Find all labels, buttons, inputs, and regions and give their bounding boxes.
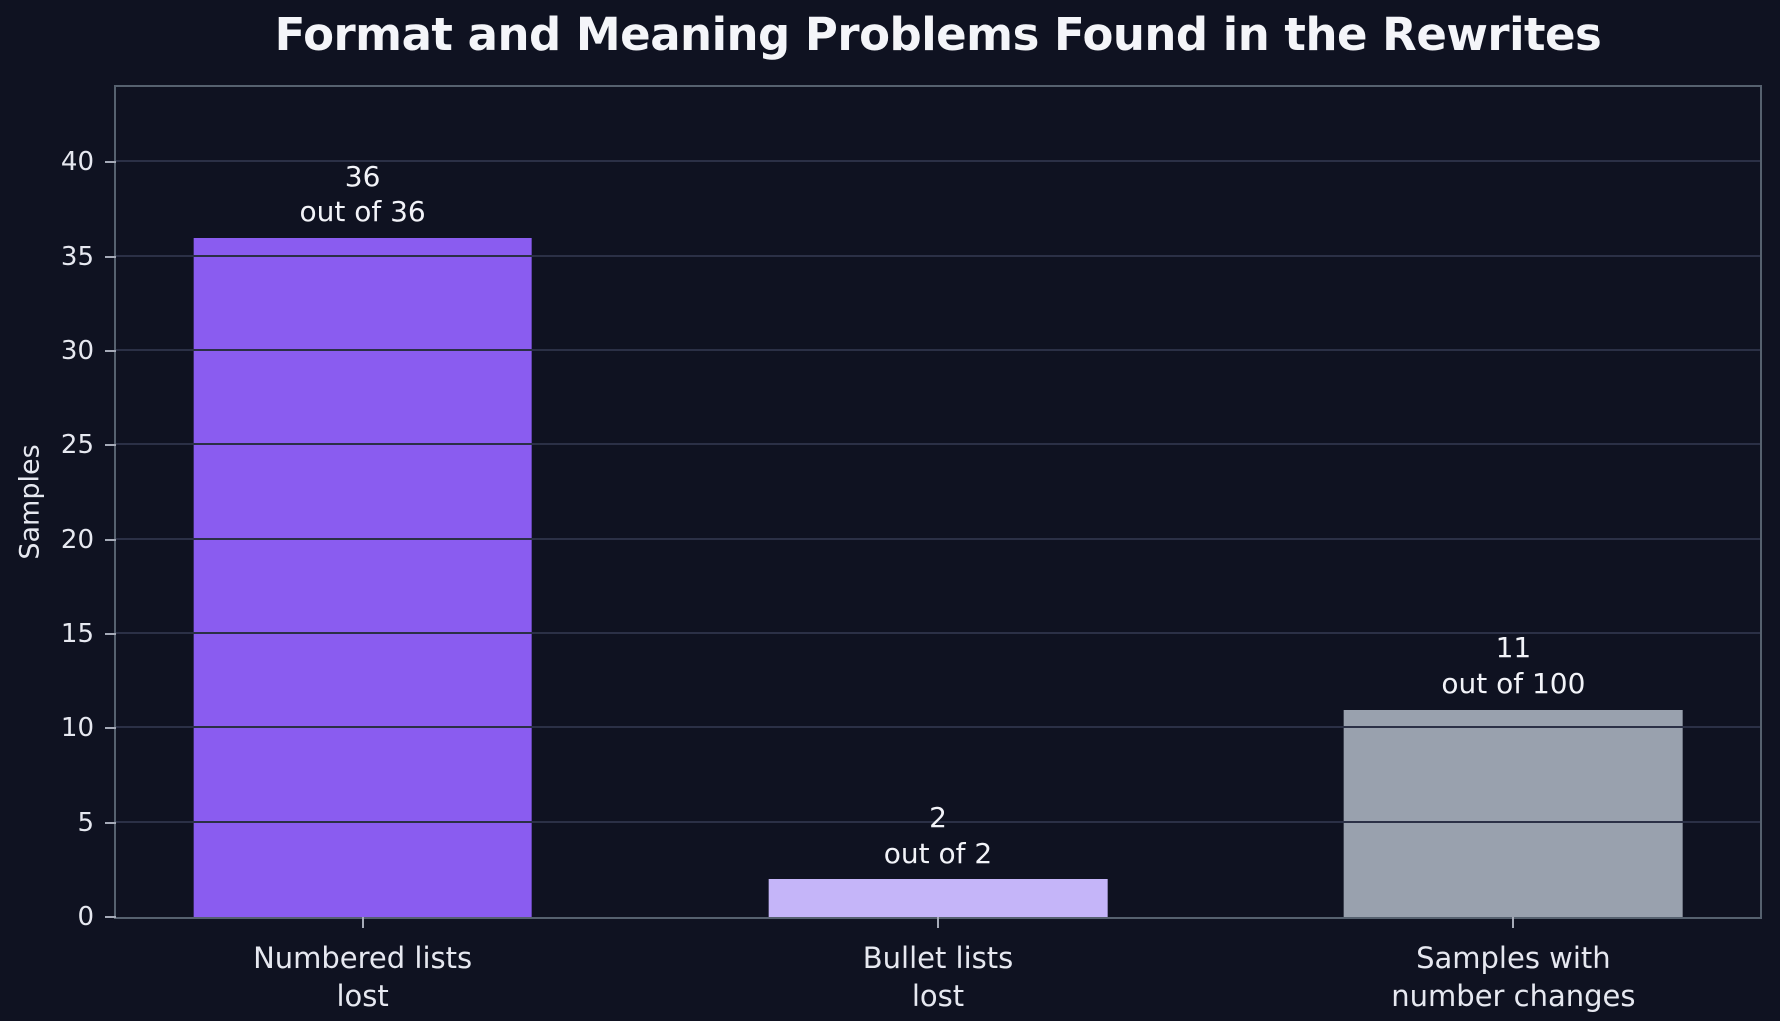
x-tick-label-3-line-1: Samples with bbox=[1416, 941, 1611, 975]
x-tick-label-2-line-2: lost bbox=[911, 979, 965, 1014]
bar-2 bbox=[768, 879, 1108, 917]
y-tick-label-40: 40 bbox=[60, 147, 94, 178]
x-tick-label-2-line-1: Bullet lists bbox=[862, 941, 1014, 975]
y-tick-mark-15 bbox=[105, 633, 116, 636]
x-tick-mark-3 bbox=[1512, 917, 1515, 928]
x-tick-mark-2 bbox=[937, 917, 939, 928]
gridline-y-10 bbox=[116, 726, 1760, 729]
bar-3 bbox=[1344, 709, 1683, 917]
y-tick-label-15: 15 bbox=[60, 619, 94, 650]
bar-3-value-label-line-2: out of 100 bbox=[1441, 666, 1586, 700]
y-tick-mark-0 bbox=[105, 916, 116, 918]
y-tick-label-35: 35 bbox=[60, 241, 94, 272]
y-tick-mark-20 bbox=[105, 538, 116, 541]
y-tick-label-0: 0 bbox=[77, 902, 94, 932]
bar-2-value-label-line-2: out of 2 bbox=[883, 836, 993, 870]
gridline-y-25 bbox=[116, 443, 1760, 446]
x-tick-label-3: Samples with number changes bbox=[1391, 939, 1635, 1016]
bar-2-value-label-line-1: 2 bbox=[929, 801, 947, 835]
y-tick-mark-10 bbox=[105, 727, 116, 730]
x-tick-label-3-line-2: number changes bbox=[1391, 979, 1636, 1014]
gridline-y-5 bbox=[116, 820, 1760, 823]
y-axis-title: Samples bbox=[14, 444, 46, 560]
gridline-y-20 bbox=[116, 537, 1760, 540]
bar-1 bbox=[193, 237, 532, 917]
gridline-y-35 bbox=[116, 254, 1760, 257]
bar-1-value-label-line-2: out of 36 bbox=[299, 195, 426, 229]
gridline-y-40 bbox=[116, 160, 1760, 163]
x-tick-label-1-line-1: Numbered lists bbox=[253, 941, 473, 975]
plot-area: 0 5 10 15 20 25 30 35 40 36 out of 36 Numbered list… bbox=[61, 85, 1762, 1013]
y-tick-mark-30 bbox=[105, 350, 116, 353]
y-tick-label-10: 10 bbox=[60, 713, 94, 744]
y-tick-mark-40 bbox=[105, 161, 116, 164]
bar-1-value-label: 36 out of 36 bbox=[299, 159, 425, 230]
y-tick-mark-25 bbox=[105, 444, 116, 447]
gridline-y-30 bbox=[116, 349, 1760, 352]
y-tick-label-30: 30 bbox=[60, 336, 94, 367]
bar-1-value-label-line-1: 36 bbox=[344, 159, 381, 193]
x-tick-label-2: Bullet lists lost bbox=[863, 939, 1014, 1016]
bar-2-value-label: 2 out of 2 bbox=[884, 800, 992, 871]
bar-3-value-label-line-1: 11 bbox=[1495, 631, 1532, 665]
x-tick-mark-1 bbox=[361, 917, 364, 928]
y-tick-label-20: 20 bbox=[60, 524, 94, 555]
x-tick-label-1-line-2: lost bbox=[336, 979, 389, 1014]
x-tick-label-1: Numbered lists lost bbox=[253, 939, 472, 1016]
bar-3-value-label: 11 out of 100 bbox=[1441, 630, 1585, 701]
chart-title: Format and Meaning Problems Found in the… bbox=[274, 8, 1602, 61]
y-tick-mark-35 bbox=[105, 255, 116, 258]
gridline-y-15 bbox=[116, 632, 1760, 635]
y-tick-label-25: 25 bbox=[60, 430, 94, 461]
y-tick-label-5: 5 bbox=[77, 807, 94, 838]
y-tick-mark-5 bbox=[105, 821, 116, 824]
